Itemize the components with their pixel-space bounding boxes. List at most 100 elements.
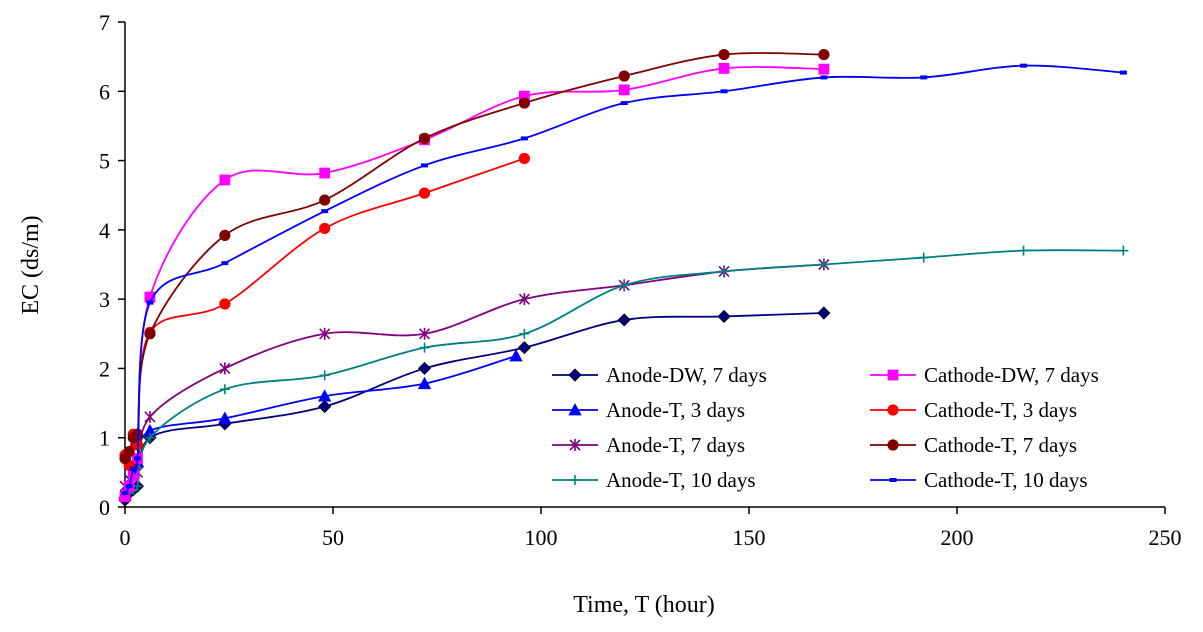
y-tick-label: 2 xyxy=(99,356,110,381)
data-point xyxy=(318,389,332,402)
data-point xyxy=(817,306,831,320)
series-7 xyxy=(121,63,1127,496)
data-point xyxy=(419,342,430,353)
legend-item: Anode-T, 10 days xyxy=(552,468,756,492)
series-1 xyxy=(118,349,523,499)
y-tick-label: 7 xyxy=(99,10,110,35)
legend-item: Cathode-T, 7 days xyxy=(870,433,1077,457)
data-point xyxy=(418,132,431,144)
y-tick-label: 6 xyxy=(99,79,110,104)
x-tick-label: 150 xyxy=(733,525,766,550)
legend-label: Cathode-T, 3 days xyxy=(924,398,1077,422)
legend-item: Cathode-T, 10 days xyxy=(870,468,1088,492)
legend-marker xyxy=(889,478,897,482)
data-point xyxy=(617,313,631,327)
data-point xyxy=(519,328,530,339)
legend-label: Anode-T, 10 days xyxy=(606,468,756,492)
legend-item: Cathode-DW, 7 days xyxy=(870,363,1099,387)
data-point xyxy=(720,89,728,94)
series-line xyxy=(124,249,1124,498)
y-tick-label: 5 xyxy=(99,149,110,174)
y-tick-label: 1 xyxy=(99,426,110,451)
data-point xyxy=(818,63,830,75)
x-tick-label: 250 xyxy=(1149,525,1182,550)
legend-item: Anode-T, 3 days xyxy=(552,398,745,422)
data-point xyxy=(719,266,730,277)
data-point xyxy=(718,63,730,74)
data-point xyxy=(717,309,731,324)
data-point xyxy=(219,298,231,310)
legend-label: Cathode-T, 10 days xyxy=(924,468,1088,492)
legend-item: Cathode-T, 3 days xyxy=(870,398,1077,422)
y-axis-ticks: 0 1 2 3 4 5 6 7 xyxy=(99,10,125,520)
data-point xyxy=(144,432,155,443)
data-point xyxy=(319,222,331,235)
series-6 xyxy=(119,48,830,465)
data-point xyxy=(509,349,523,362)
data-point xyxy=(1020,63,1028,68)
data-point xyxy=(818,48,830,61)
legend-marker xyxy=(887,404,899,416)
data-point xyxy=(417,376,432,390)
y-tick-label: 4 xyxy=(99,218,110,243)
data-point xyxy=(319,167,331,179)
legend-marker xyxy=(887,369,899,381)
data-point xyxy=(718,48,730,61)
data-point xyxy=(144,328,156,340)
data-point xyxy=(518,293,530,306)
x-tick-label: 200 xyxy=(941,525,974,550)
data-point xyxy=(129,466,137,471)
legend-label: Anode-DW, 7 days xyxy=(606,363,767,387)
y-axis-title: EC (ds/m) xyxy=(18,215,44,314)
data-point xyxy=(618,70,630,82)
legend-marker xyxy=(568,368,582,382)
data-point xyxy=(123,445,135,458)
data-point xyxy=(520,136,528,141)
data-point xyxy=(918,252,929,263)
legend-marker xyxy=(568,403,582,416)
data-point xyxy=(146,300,154,305)
data-point xyxy=(319,194,331,206)
legend-label: Anode-T, 3 days xyxy=(606,398,745,422)
data-point xyxy=(1118,245,1129,256)
data-point xyxy=(125,484,133,489)
data-point xyxy=(418,327,431,340)
data-point xyxy=(221,261,229,266)
data-point xyxy=(619,280,630,291)
data-point xyxy=(1119,70,1127,75)
data-point xyxy=(1018,245,1029,256)
y-tick-label: 3 xyxy=(99,287,110,312)
data-point xyxy=(518,97,530,109)
data-point xyxy=(417,361,432,375)
legend-marker xyxy=(887,439,899,451)
data-point xyxy=(219,174,231,186)
data-point xyxy=(321,209,329,214)
legend-label: Anode-T, 7 days xyxy=(606,433,745,457)
data-point xyxy=(219,229,231,241)
data-point xyxy=(319,327,331,340)
data-point xyxy=(518,152,530,165)
data-point xyxy=(318,399,332,414)
legend-label: Cathode-T, 7 days xyxy=(924,433,1077,457)
legend: Anode-DW, 7 days Anode-T, 3 days Anode-T, … xyxy=(552,363,1099,492)
legend-marker xyxy=(570,475,580,485)
data-point xyxy=(219,384,230,395)
data-point xyxy=(421,163,429,168)
data-point xyxy=(218,411,232,424)
legend-item: Anode-DW, 7 days xyxy=(552,363,767,387)
legend-item: Anode-T, 7 days xyxy=(552,433,745,457)
x-tick-label: 50 xyxy=(322,525,344,550)
data-point xyxy=(820,75,828,80)
x-axis-ticks: 0 50 100 150 200 250 xyxy=(120,507,1182,550)
legend-label: Cathode-DW, 7 days xyxy=(924,363,1099,387)
data-point xyxy=(418,187,431,199)
data-point xyxy=(620,101,628,106)
data-point xyxy=(144,410,156,423)
data-point xyxy=(818,259,829,270)
x-tick-label: 0 xyxy=(120,525,131,550)
series-layer xyxy=(118,48,1129,507)
legend-marker xyxy=(569,439,581,451)
data-point xyxy=(219,362,231,375)
data-point xyxy=(133,456,141,461)
